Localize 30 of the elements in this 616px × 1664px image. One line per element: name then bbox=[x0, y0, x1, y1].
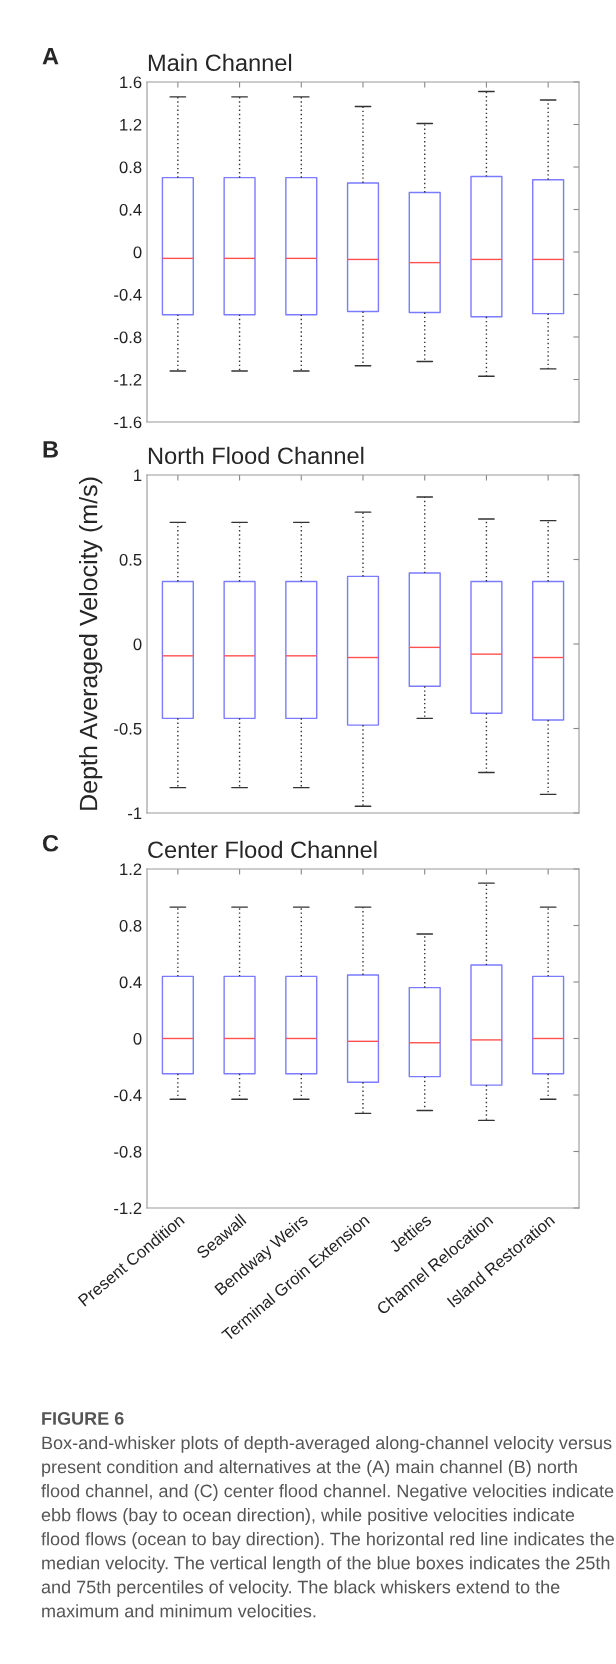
y-tick-label: 0 bbox=[133, 638, 142, 651]
y-tick-label: 0.4 bbox=[119, 976, 142, 989]
caption: FIGURE 6 bbox=[42, 1412, 124, 1425]
y-axis-title: Depth Averaged Velocity (m/s) bbox=[79, 477, 103, 810]
chart-title: Main Channel bbox=[148, 53, 292, 72]
y-tick-label: -1 bbox=[128, 807, 142, 820]
y-tick-label: 0.5 bbox=[119, 553, 142, 566]
y-tick-label: -0.8 bbox=[114, 1145, 142, 1158]
y-tick-label: 1.6 bbox=[120, 76, 142, 89]
text: Box-and-whisker plots of depth-averaged along-channel velocity versus present condition and alternatives at the (A) main channel (B) north flood channel, and (C) center flood channel. Negative velocities indicate ebb flows (bay to ocean direction), while positive velocities indicate flood flows (ocean to bay direction). The horizontal red line indicates the median velocity. The vertical length of the blue boxes indicates the 25th and 75th percentiles of velocity. The black whiskers extend to the maximum and minimum velocities. bbox=[41, 1436, 614, 1618]
y-tick-label: -0.8 bbox=[114, 331, 142, 344]
y-tick-label: -0.5 bbox=[114, 722, 142, 735]
chart-title: North Flood Channel bbox=[148, 446, 364, 465]
y-tick-label: -1.2 bbox=[114, 1202, 142, 1215]
y-tick-label: 1.2 bbox=[120, 118, 142, 131]
y-tick-label: -1.2 bbox=[114, 373, 142, 386]
y-tick-label: -0.4 bbox=[114, 288, 142, 301]
text: B bbox=[43, 441, 58, 458]
chart-title: Center Flood Channel bbox=[148, 840, 377, 859]
y-tick-label: -1.6 bbox=[114, 416, 142, 429]
y-tick-label: 0 bbox=[133, 246, 142, 259]
y-tick-label: 0.8 bbox=[119, 161, 142, 174]
text: A bbox=[42, 48, 59, 65]
y-tick-label: 1.2 bbox=[120, 863, 142, 876]
y-tick-label: 1 bbox=[134, 469, 142, 482]
y-tick-label: 0.4 bbox=[119, 203, 142, 216]
y-tick-label: -0.4 bbox=[114, 1089, 142, 1102]
y-tick-label: 0 bbox=[133, 1032, 142, 1045]
text: C bbox=[42, 834, 59, 852]
y-tick-label: 0.8 bbox=[119, 919, 142, 932]
